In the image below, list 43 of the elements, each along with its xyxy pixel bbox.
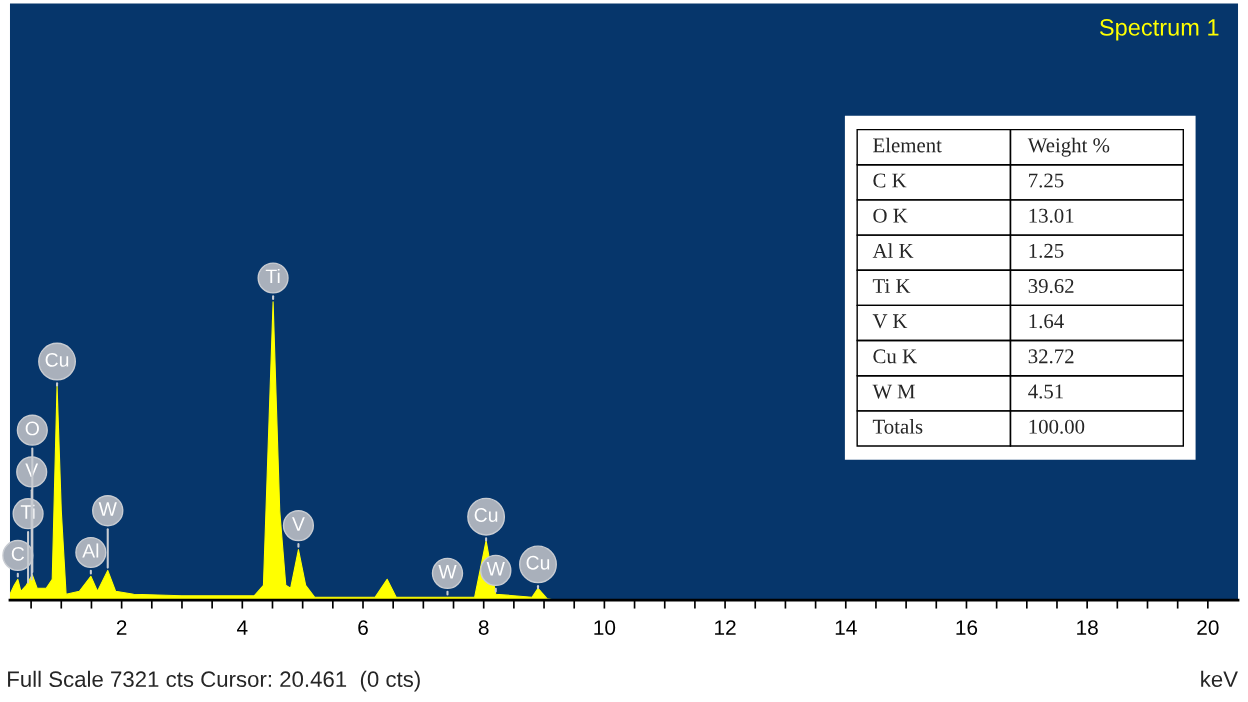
text: Weight % [1027, 137, 1110, 157]
annotation: W [438, 565, 457, 579]
category-label: V K [872, 314, 908, 329]
x-tick-label: 18 [1077, 620, 1098, 635]
annotation: Al [82, 543, 99, 558]
annotation: W [98, 502, 117, 516]
text: 39.62 [1028, 279, 1074, 294]
category-label: C K [873, 173, 907, 188]
text: Element [873, 137, 942, 153]
annotation: O [25, 421, 39, 436]
text: 1.64 [1029, 314, 1064, 329]
category-label: O K [873, 208, 908, 223]
text: 13.01 [1029, 208, 1074, 223]
annotation: Cu [45, 352, 69, 367]
x-tick-label: 8 [478, 620, 489, 635]
text: 1.25 [1029, 243, 1064, 258]
x-tick-label: 4 [237, 620, 248, 635]
category-label: Al K [872, 243, 914, 258]
annotation: Cu [474, 508, 498, 522]
annotation: Ti [265, 268, 280, 284]
annotation: Cu [526, 555, 550, 570]
x-axis-title: keV [1201, 670, 1238, 688]
text: 4.51 [1028, 384, 1063, 399]
annotation: Ti [20, 504, 35, 519]
category-label: Cu K [873, 349, 917, 364]
text: 32.72 [1028, 349, 1074, 364]
x-tick-label: 6 [358, 620, 368, 635]
annotation: V [292, 517, 305, 531]
text: Full Scale 7321 cts Cursor: 20.461 (0 cts) [8, 670, 420, 692]
category-label: Ti K [872, 279, 911, 293]
x-tick-label: 12 [715, 620, 736, 635]
category-label: W M [872, 384, 915, 399]
x-tick-label: 14 [835, 620, 857, 635]
x-tick-label: 16 [956, 620, 978, 635]
x-tick-label: 10 [594, 620, 616, 635]
text: 100.00 [1029, 419, 1085, 434]
annotation: C [11, 546, 25, 561]
annotation: W [486, 562, 505, 576]
chart-title: Spectrum 1 [1099, 19, 1219, 41]
category-label: Totals [872, 419, 923, 434]
x-tick-label: 2 [116, 620, 127, 635]
text: 7.25 [1029, 173, 1064, 188]
x-tick-label: 20 [1197, 620, 1219, 635]
